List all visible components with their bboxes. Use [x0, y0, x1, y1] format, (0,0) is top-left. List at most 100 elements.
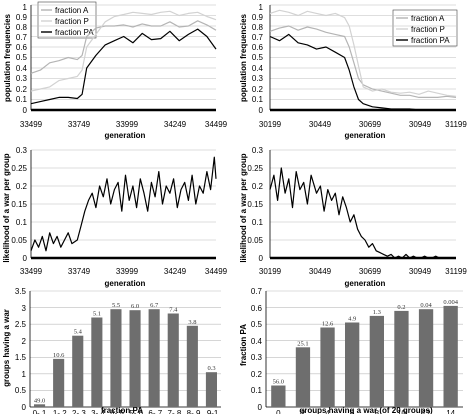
y-tick: 0.7 — [251, 287, 263, 296]
y-tick: 0.2 — [252, 85, 264, 94]
x-tick: 30699 — [359, 267, 382, 276]
panel-middle-right: 0.3 0.25 0.2 0.15 0.1 0.05 0 30199 30449… — [239, 146, 467, 288]
bar — [205, 372, 217, 407]
y-tick-labels: 0.3 0.25 0.2 0.15 0.1 0.05 0 — [247, 146, 263, 263]
x-tick: 33749 — [68, 120, 91, 129]
x-tick: 34249 — [164, 120, 187, 129]
plot-area-middle-left — [30, 149, 217, 260]
x-tick: 34249 — [164, 267, 187, 276]
bar — [345, 322, 360, 407]
bar — [34, 404, 46, 407]
y-tick: 0.4 — [252, 64, 264, 73]
x-tick: .4-.5 — [108, 409, 125, 414]
bar — [91, 317, 103, 407]
y-tick: 3 — [22, 304, 27, 313]
y-tick: 0 — [259, 106, 264, 115]
data-label: 5.4 — [74, 329, 83, 336]
y-tick: 0.5 — [15, 386, 27, 395]
y-tick-labels: 0.7 0.6 0.5 0.4 0.3 0.2 0.1 0 — [251, 287, 263, 412]
y-tick: 0 — [259, 254, 264, 263]
x-tick: 33499 — [20, 267, 43, 276]
y-tick: 2 — [22, 337, 27, 346]
y-tick: 0.4 — [16, 64, 28, 73]
y-tick: 0.3 — [251, 353, 263, 362]
y-tick-labels: 1 0.9 0.8 0.7 0.6 0.5 0.4 0.3 0.2 0.1 0 — [252, 3, 264, 115]
x-tick: 10 — [397, 409, 406, 414]
legend: fraction A fraction P fraction PA — [392, 9, 458, 47]
x-axis-title: generation — [105, 131, 146, 140]
y-tick: 2.5 — [15, 320, 27, 329]
panel-top-left: 1 0.9 0.8 0.7 0.6 0.5 0.4 0.3 0.2 0.1 0 … — [3, 1, 228, 140]
data-label: 7.4 — [169, 307, 178, 314]
y-tick: 0.1 — [252, 95, 264, 104]
y-tick: 0.1 — [16, 95, 28, 104]
legend-label: fraction PA — [55, 28, 94, 37]
panel-middle-left: 0.3 0.25 0.2 0.15 0.1 0.05 0 33499 33749… — [2, 146, 228, 288]
data-label: 4.9 — [348, 316, 356, 323]
x-axis-title: generation — [345, 131, 386, 140]
plot-area-top-left — [30, 4, 217, 112]
panel-bottom-right: 0.7 0.6 0.5 0.4 0.3 0.2 0.1 0 fraction P… — [239, 287, 433, 414]
y-tick: 0.15 — [247, 200, 263, 209]
bar — [72, 335, 84, 407]
y-tick: 0.1 — [16, 218, 28, 227]
x-tick: 14 — [446, 409, 455, 414]
bar — [320, 327, 335, 407]
series-line-fraction-A — [30, 20, 217, 74]
y-tick: 1.5 — [15, 353, 27, 362]
panel-top-right: 1 0.9 0.8 0.7 0.6 0.5 0.4 0.3 0.2 0.1 0 … — [239, 3, 467, 140]
x-axis-title: groups having a war (of 20 groups) — [299, 406, 433, 414]
y-tick-labels: 0.3 0.25 0.2 0.15 0.1 0.05 0 — [11, 146, 27, 263]
x-tick-labels: 33499 33749 33999 34249 34499 — [20, 267, 228, 276]
y-axis-title: fraction PA — [239, 324, 248, 366]
bar — [53, 358, 65, 407]
x-tick: 30949 — [409, 120, 432, 129]
x-tick: 30199 — [259, 120, 282, 129]
x-axis-title: generation — [105, 279, 146, 288]
x-tick: 30949 — [409, 267, 432, 276]
x-tick: .2-.3 — [70, 409, 87, 414]
bar — [394, 310, 409, 407]
y-tick: 3.5 — [15, 287, 27, 296]
y-tick-labels: 3.5 3 2.5 2 1.5 1 0.5 0 — [15, 287, 27, 412]
x-tick: 33999 — [116, 120, 139, 129]
y-tick: 0.25 — [247, 164, 263, 173]
x-tick: 33999 — [116, 267, 139, 276]
y-tick: 0.3 — [16, 74, 28, 83]
data-label: 3.8 — [188, 319, 196, 326]
plot-area-bottom-left: 49.0 0-.1 10.6 .1-.2 5.4 .2-.3 5.1 .3-.4 5.5 .4-.… — [29, 290, 221, 414]
y-tick: 0.1 — [252, 218, 264, 227]
series-line-fraction-P — [269, 9, 457, 97]
y-axis-title: population frequencies — [239, 13, 248, 102]
y-tick: 0 — [23, 106, 28, 115]
legend-label: fraction PA — [411, 36, 450, 45]
y-tick: 0.6 — [16, 43, 28, 52]
x-tick: 33749 — [68, 267, 91, 276]
series-line-fraction-PA — [269, 33, 456, 111]
y-tick: 0.3 — [252, 146, 264, 155]
y-tick: 0.2 — [251, 370, 263, 379]
legend-label: fraction A — [411, 14, 445, 23]
y-tick: 0.25 — [11, 164, 27, 173]
y-tick: 0.7 — [252, 33, 264, 42]
x-tick: .8-.9 — [184, 409, 201, 414]
x-axis-title: fraction PA — [101, 406, 143, 414]
data-label: 56.0 — [273, 379, 284, 386]
x-tick: .9-1 — [205, 409, 219, 414]
y-tick: 0 — [22, 403, 27, 412]
y-tick: 0.9 — [252, 13, 264, 22]
data-label: 5.1 — [93, 311, 101, 318]
y-tick: 0.4 — [251, 337, 263, 346]
x-tick: 4 — [325, 409, 330, 414]
x-tick: 8 — [375, 409, 380, 414]
x-tick: 33499 — [20, 120, 43, 129]
x-tick: 0 — [276, 409, 281, 414]
panel-bottom-left: 3.5 3 2.5 2 1.5 1 0.5 0 groups having a … — [2, 287, 143, 414]
y-tick: 0.8 — [16, 23, 28, 32]
y-tick: 0.15 — [11, 200, 27, 209]
data-label: 0.2 — [397, 304, 405, 311]
plot-area-bottom-right: 56.0 0 25.1 2 12.6 4 4.9 6 1.3 8 0.2 10 0.04 12 0.004 1… — [265, 290, 463, 414]
y-axis-title: population frequencies — [3, 13, 12, 102]
bar — [369, 315, 384, 407]
x-tick: 31199 — [445, 120, 467, 129]
